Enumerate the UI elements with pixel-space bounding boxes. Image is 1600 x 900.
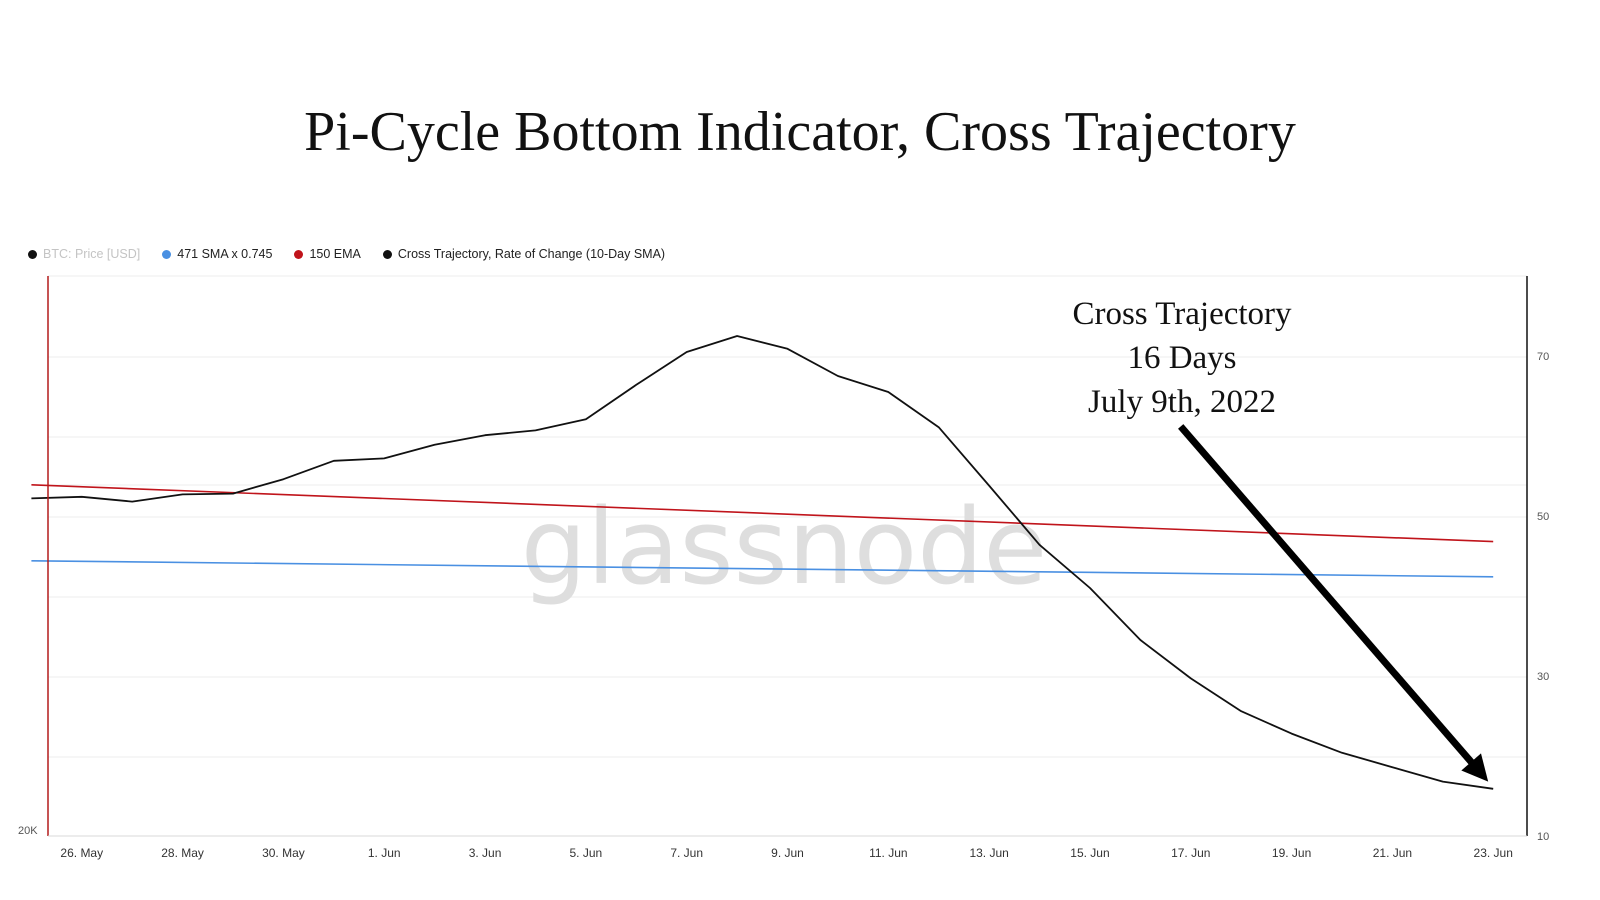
annotation: Cross Trajectory 16 Days July 9th, 2022 bbox=[1072, 296, 1489, 782]
x-tick-label: 1. Jun bbox=[368, 846, 401, 860]
x-tick-label: 28. May bbox=[161, 846, 204, 860]
x-tick-label: 3. Jun bbox=[469, 846, 502, 860]
legend-dot-icon bbox=[294, 249, 304, 259]
y-tick-label: 10 bbox=[1537, 831, 1549, 843]
y-tick-label: 30 bbox=[1537, 671, 1549, 683]
series-line bbox=[31, 484, 1494, 543]
axes bbox=[47, 276, 1528, 837]
x-tick-label: 23. Jun bbox=[1474, 846, 1513, 860]
x-tick-label: 26. May bbox=[60, 846, 103, 860]
x-tick-label: 30. May bbox=[262, 846, 305, 860]
chart-legend: BTC: Price [USD] 471 SMA x 0.745 150 EMA… bbox=[28, 247, 665, 261]
watermark: glassnode bbox=[521, 486, 1048, 608]
x-tick-label: 15. Jun bbox=[1070, 846, 1109, 860]
series-line bbox=[31, 335, 1494, 790]
x-tick-label: 21. Jun bbox=[1373, 846, 1412, 860]
legend-dot-icon bbox=[382, 249, 392, 259]
annotation-arrow-head bbox=[1461, 753, 1489, 782]
annotation-text-line: Cross Trajectory bbox=[1072, 296, 1292, 332]
x-tick-label: 9. Jun bbox=[771, 846, 804, 860]
tick-labels: 26. May 28. May 30. May 1. Jun 3. Jun 5. Jun 7… bbox=[18, 351, 1549, 860]
legend-item-cross-trajectory[interactable]: Cross Trajectory, Rate of Change (10-Day… bbox=[382, 247, 666, 261]
x-tick-label: 5. Jun bbox=[570, 846, 603, 860]
legend-label: 471 SMA x 0.745 bbox=[177, 247, 273, 261]
legend-dot-icon bbox=[162, 249, 172, 259]
x-tick-label: 17. Jun bbox=[1171, 846, 1210, 860]
y-tick-label: 50 bbox=[1537, 511, 1549, 523]
y-tick-label: 70 bbox=[1537, 351, 1549, 363]
x-tick-label: 11. Jun bbox=[869, 846, 907, 860]
y-left-tick-label: 20K bbox=[18, 825, 38, 837]
annotation-arrow-shaft bbox=[1178, 424, 1477, 768]
annotation-text-line: July 9th, 2022 bbox=[1088, 384, 1276, 420]
legend-label: Cross Trajectory, Rate of Change (10-Day… bbox=[397, 247, 666, 261]
legend-label: 150 EMA bbox=[309, 247, 361, 261]
legend-item-btc-price[interactable]: BTC: Price [USD] bbox=[28, 247, 140, 261]
series-line bbox=[31, 560, 1494, 578]
series-layer bbox=[31, 335, 1494, 790]
legend-item-471-sma[interactable]: 471 SMA x 0.745 bbox=[162, 247, 272, 261]
chart-title: Pi-Cycle Bottom Indicator, Cross Traject… bbox=[304, 101, 1296, 163]
x-tick-label: 19. Jun bbox=[1272, 846, 1311, 860]
annotation-text-line: 16 Days bbox=[1127, 340, 1236, 376]
x-tick-label: 13. Jun bbox=[969, 846, 1008, 860]
legend-label: BTC: Price [USD] bbox=[43, 247, 141, 261]
legend-item-150-ema[interactable]: 150 EMA bbox=[294, 247, 361, 261]
grid-lines bbox=[48, 275, 1527, 758]
x-tick-label: 7. Jun bbox=[670, 846, 703, 860]
legend-dot-icon bbox=[28, 249, 37, 259]
